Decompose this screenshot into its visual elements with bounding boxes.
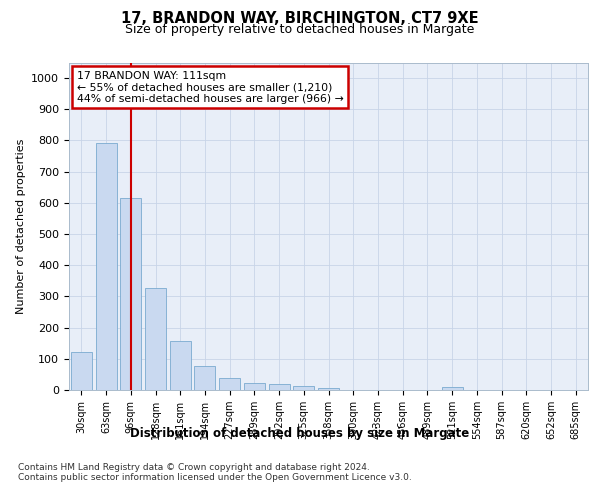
- Bar: [293, 386, 314, 390]
- Bar: [194, 366, 215, 390]
- Y-axis label: Number of detached properties: Number of detached properties: [16, 138, 26, 314]
- Bar: [120, 198, 141, 390]
- Text: Contains public sector information licensed under the Open Government Licence v3: Contains public sector information licen…: [18, 472, 412, 482]
- Text: Size of property relative to detached houses in Margate: Size of property relative to detached ho…: [125, 22, 475, 36]
- Text: 17 BRANDON WAY: 111sqm
← 55% of detached houses are smaller (1,210)
44% of semi-: 17 BRANDON WAY: 111sqm ← 55% of detached…: [77, 70, 344, 104]
- Bar: [145, 288, 166, 390]
- Bar: [170, 340, 191, 390]
- Bar: [442, 387, 463, 390]
- Text: Contains HM Land Registry data © Crown copyright and database right 2024.: Contains HM Land Registry data © Crown c…: [18, 462, 370, 471]
- Bar: [244, 382, 265, 390]
- Bar: [269, 384, 290, 390]
- Bar: [95, 142, 116, 390]
- Text: Distribution of detached houses by size in Margate: Distribution of detached houses by size …: [130, 428, 470, 440]
- Bar: [318, 388, 339, 390]
- Text: 17, BRANDON WAY, BIRCHINGTON, CT7 9XE: 17, BRANDON WAY, BIRCHINGTON, CT7 9XE: [121, 11, 479, 26]
- Bar: [71, 352, 92, 390]
- Bar: [219, 378, 240, 390]
